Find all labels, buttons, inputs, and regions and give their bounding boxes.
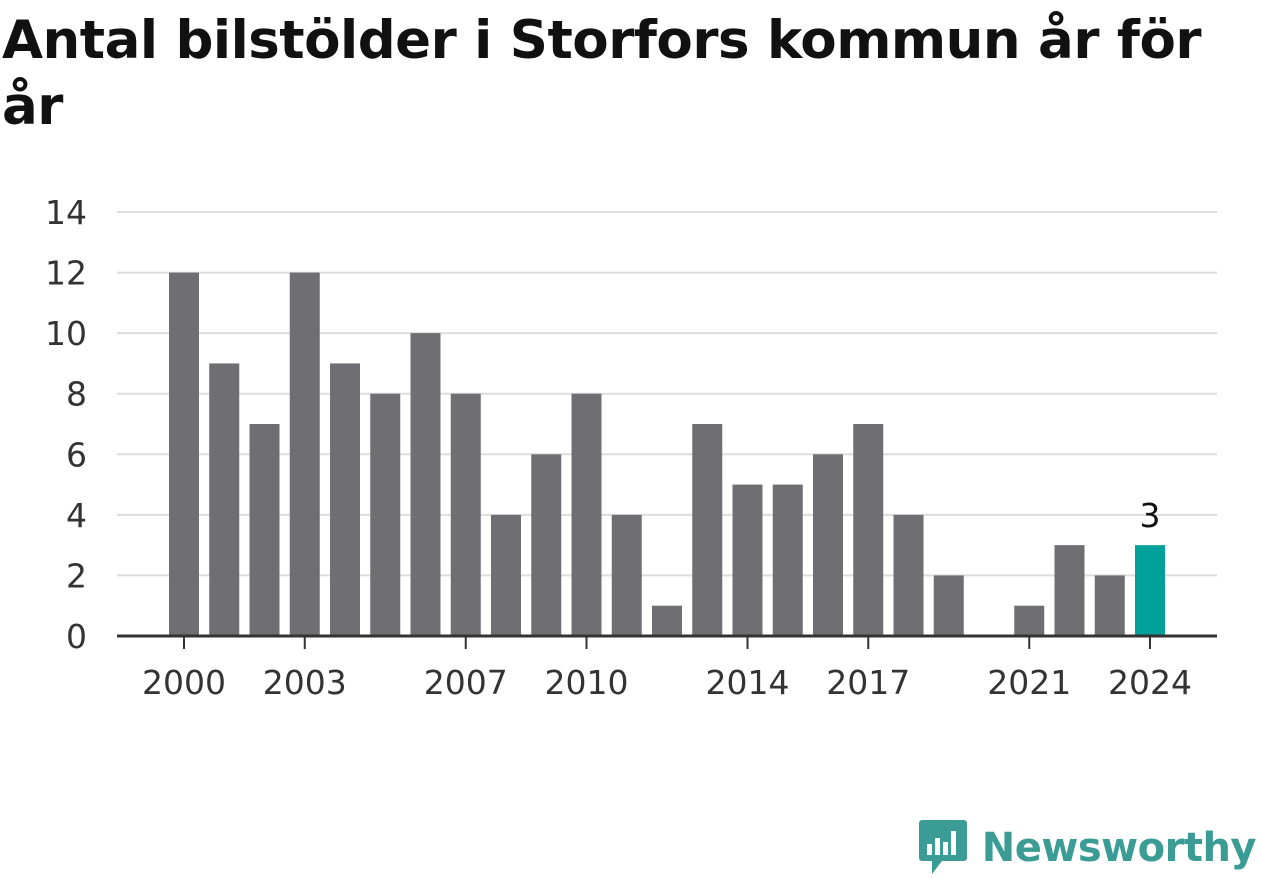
bar-2011 [611, 514, 642, 636]
bar-2018 [893, 514, 924, 636]
bar-2014 [732, 484, 763, 636]
bar-2023 [1094, 575, 1125, 636]
x-tick-label-2007: 2007 [424, 663, 508, 702]
x-tick-label-2003: 2003 [263, 663, 347, 702]
y-tick-label-2: 2 [66, 556, 87, 595]
x-axis-tick-labels: 2000 2003 2007 2010 2014 2017 2021 2024 [142, 663, 1192, 702]
bar-2022 [1054, 545, 1085, 636]
bar-2019 [933, 575, 964, 636]
bar-2005 [370, 393, 401, 636]
bar-2013 [692, 424, 723, 636]
bar-2000 [169, 272, 199, 636]
y-tick-label-10: 10 [45, 314, 87, 353]
y-tick-label-0: 0 [66, 617, 87, 656]
bar-2004 [330, 363, 360, 636]
brand-name: Newsworthy [981, 825, 1257, 871]
bar-2002 [249, 424, 280, 636]
bar-2016 [813, 454, 843, 636]
bar-2003 [289, 272, 320, 636]
data-label-2024: 3 [1140, 496, 1161, 535]
y-tick-label-12: 12 [45, 254, 87, 293]
bars [169, 272, 1165, 636]
bar-2007 [450, 393, 481, 636]
x-tick-label-2024: 2024 [1108, 663, 1192, 702]
y-tick-label-6: 6 [66, 435, 87, 474]
x-tick-label-2010: 2010 [545, 663, 629, 702]
bar-2009 [531, 454, 562, 636]
bar-2008 [491, 514, 521, 636]
bar-2024 [1135, 545, 1165, 636]
data-labels: 3 [1140, 496, 1161, 535]
newsworthy-logo-icon [918, 820, 967, 874]
y-tick-label-14: 14 [45, 193, 87, 232]
y-axis-tick-labels: 0 2 4 6 8 10 12 14 [45, 193, 87, 656]
bar-2015 [772, 484, 803, 636]
gridlines [117, 211, 1217, 577]
x-tick-label-2021: 2021 [987, 663, 1071, 702]
bar-2021 [1014, 605, 1045, 636]
bar-2006 [410, 333, 441, 636]
bar-2012 [652, 605, 682, 636]
y-tick-label-8: 8 [66, 375, 87, 414]
bar-2001 [209, 363, 240, 636]
chart-title: Antal bilstölder i Storfors kommun år fö… [2, 10, 1202, 137]
bar-2017 [853, 424, 884, 636]
newsworthy-logo: Newsworthy [918, 818, 1257, 878]
x-tick-label-2000: 2000 [142, 663, 226, 702]
bar-2010 [571, 393, 602, 636]
y-tick-label-4: 4 [66, 496, 87, 535]
x-tick-label-2014: 2014 [706, 663, 790, 702]
x-axis [117, 634, 1217, 649]
x-tick-label-2017: 2017 [826, 663, 910, 702]
